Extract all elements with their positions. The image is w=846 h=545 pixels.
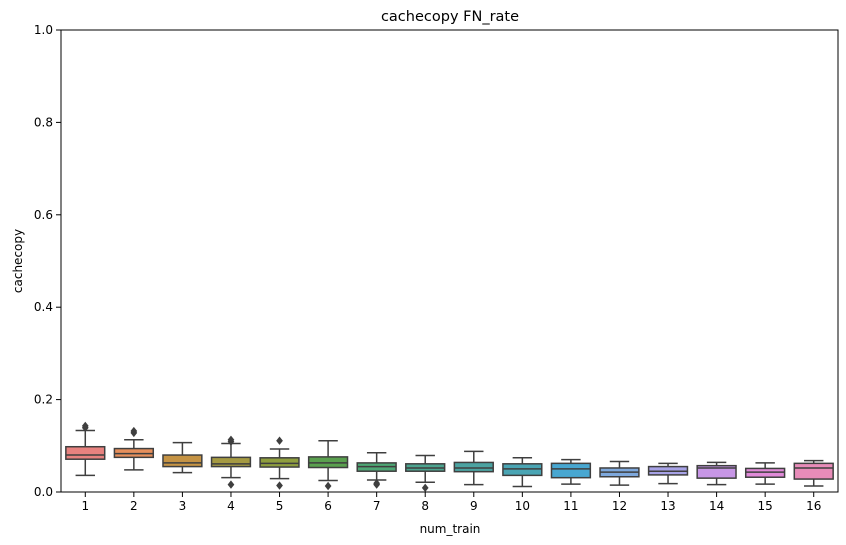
x-tick-label: 7 [373,499,381,513]
box [65,445,106,460]
y-tick-label: 0.8 [34,115,53,129]
box [793,462,834,480]
box-group [453,450,494,486]
outlier-point [276,481,283,490]
outlier-point [81,421,89,431]
chart-title: cachecopy FN_rate [381,9,519,25]
outlier-point [373,480,381,489]
x-tick-label: 1 [81,499,89,513]
box-group [307,439,349,491]
x-tick-label: 15 [758,499,773,513]
box [453,461,494,473]
x-tick-label: 12 [612,499,627,513]
box [550,462,592,479]
box-group [599,460,640,486]
x-tick-label: 14 [709,499,724,513]
outlier-point [276,436,283,445]
y-tick-label: 0.0 [34,485,53,499]
box [696,464,737,479]
y-axis-label: cachecopy [11,229,25,293]
box-group [210,435,252,489]
box-group [744,462,786,485]
y-tick-label: 0.6 [34,208,53,222]
outlier-point [227,480,235,489]
outlier-point [421,483,429,493]
box-group [113,426,155,471]
y-tick-label: 1.0 [34,23,53,37]
x-tick-label: 9 [470,499,478,513]
x-tick-label: 4 [227,499,235,513]
x-tick-label: 6 [324,499,332,513]
x-tick-label: 8 [421,499,429,513]
x-axis-label: num_train [420,522,481,536]
box-group [405,454,446,493]
y-tick-label: 0.4 [34,300,53,314]
box-group [356,451,397,489]
outlier-point [227,435,235,444]
box [210,456,252,468]
x-tick-label: 5 [276,499,284,513]
box [162,454,203,468]
x-tick-label: 2 [130,499,138,513]
box-group [696,461,737,486]
x-tick-label: 13 [660,499,675,513]
outlier-point [324,481,332,491]
y-tick-label: 0.2 [34,393,53,407]
x-tick-label: 10 [515,499,530,513]
plot-frame [60,29,839,493]
box-group [162,441,203,474]
plot-area [65,421,834,493]
box-group [550,458,592,485]
box-group [793,459,834,487]
box-group [502,457,543,488]
outlier-point [130,426,138,436]
x-tick-label: 3 [179,499,187,513]
box-group [259,436,300,490]
x-tick-label: 11 [563,499,578,513]
box [259,457,300,468]
box-group [647,462,689,485]
box-group [65,421,106,477]
x-tick-label: 16 [806,499,821,513]
